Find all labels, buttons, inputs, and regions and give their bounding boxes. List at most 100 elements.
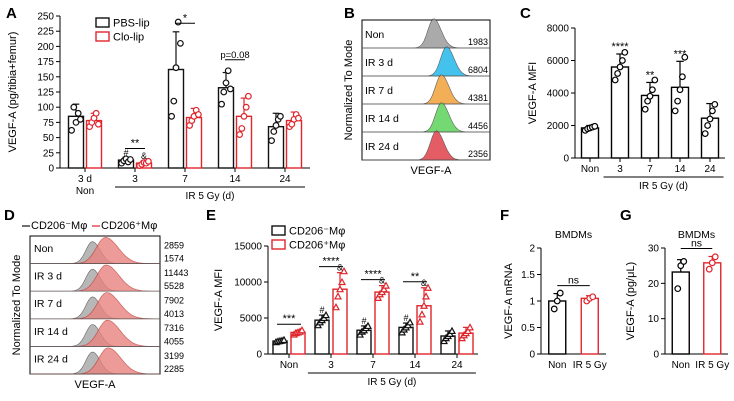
x-tick-label: Non <box>280 360 298 371</box>
data-point <box>74 109 82 117</box>
data-point <box>172 64 180 72</box>
legend-label-pos: CD206⁺Mφ <box>289 240 345 252</box>
row-label: IR 3 d <box>34 271 62 283</box>
data-point <box>674 97 681 105</box>
y-tick-label: 25 <box>43 148 55 159</box>
data-point <box>379 284 389 293</box>
panel-letter: E <box>206 207 216 224</box>
y-tick-label: 0 <box>48 164 54 175</box>
row-value-pos: 7316 <box>164 323 184 333</box>
significance-label: ** <box>131 138 140 150</box>
data-point <box>614 70 621 77</box>
x-tick-label: 14 <box>229 174 241 185</box>
data-point <box>589 293 597 301</box>
y-tick-label: 10000 <box>234 278 262 289</box>
y-tick-label: 2000 <box>547 121 570 132</box>
panel-d: D CD206⁻Mφ CD206⁺Mφ Normalized To Mode VEGF-… <box>4 207 188 391</box>
data-point <box>711 253 719 261</box>
data-point <box>619 57 626 64</box>
data-point <box>331 302 341 311</box>
row-value-pos: 7902 <box>164 296 184 306</box>
y-tick-label: 250 <box>37 12 54 23</box>
legend-label-pos: CD206⁺Mφ <box>101 220 157 232</box>
data-point <box>126 156 134 163</box>
data-point <box>680 258 688 265</box>
data-point <box>681 53 689 61</box>
legend-label-neg: CD206⁻Mφ <box>31 220 87 232</box>
data-point <box>238 125 246 132</box>
data-point <box>72 118 80 126</box>
y-tick-label: 0.5 <box>521 323 535 334</box>
data-point <box>421 292 431 300</box>
mark-amp: & <box>379 276 385 286</box>
data-point <box>447 326 457 335</box>
panel-b: B Normalized To Mode VEGF-A Non 1983 IR 3 d 68… <box>343 5 491 177</box>
data-point <box>405 318 415 326</box>
y-tick-label: 0 <box>256 350 262 361</box>
data-point <box>709 107 716 115</box>
row-value-neg: 1574 <box>164 254 184 264</box>
data-point <box>704 122 711 129</box>
data-point <box>708 259 716 267</box>
data-point <box>68 126 75 134</box>
bar-clo <box>235 115 253 169</box>
x-tick-label: 24 <box>451 360 463 371</box>
significance-label: *** <box>283 313 297 325</box>
row-label: IR 14 d <box>34 326 68 338</box>
bar <box>580 297 599 355</box>
y-tick-label: 0 <box>563 154 569 165</box>
data-point <box>706 115 714 123</box>
data-point <box>279 335 289 344</box>
y-axis-title: Normalized To Mode <box>343 40 355 141</box>
data-point <box>676 86 684 94</box>
row-label: IR 14 d <box>365 113 399 125</box>
data-point <box>671 107 679 115</box>
data-point <box>553 297 561 305</box>
bar-pbs <box>217 87 235 169</box>
x-tick-label: IR 5 Gy <box>695 360 729 371</box>
x-tick-label: 3 <box>617 164 623 175</box>
data-point <box>268 137 276 145</box>
x-tick-label: 14 <box>674 164 686 175</box>
y-tick-label: 175 <box>37 57 54 68</box>
row-value-pos: 3199 <box>164 351 184 361</box>
group-label: IR 5 Gy (d) <box>639 181 688 192</box>
data-point <box>611 76 619 84</box>
mark-hash: # <box>403 313 408 323</box>
data-point <box>176 39 184 47</box>
row-value: 4456 <box>468 121 488 131</box>
data-point <box>701 130 709 138</box>
data-point <box>621 48 629 56</box>
row-value: 6804 <box>468 65 488 75</box>
bar <box>703 262 722 355</box>
row-label: Non <box>34 243 53 255</box>
y-tick-label: 5000 <box>240 314 263 325</box>
bar-pos <box>416 305 432 355</box>
x-tick-label: Non <box>76 186 94 197</box>
significance-label: ** <box>646 69 655 81</box>
data-point <box>711 100 719 108</box>
data-point <box>94 120 102 128</box>
bar-pos <box>374 291 390 355</box>
row-value: 2356 <box>468 149 488 159</box>
panel-letter: D <box>4 207 15 224</box>
x-axis-title: VEGF-A <box>411 165 453 177</box>
data-point <box>240 112 248 120</box>
data-point <box>270 128 278 135</box>
y-tick-label: 150 <box>37 72 54 83</box>
data-point <box>465 323 475 331</box>
data-point <box>242 103 250 111</box>
significance-label: **** <box>364 269 382 281</box>
x-tick-label: Non <box>672 360 690 371</box>
panel-letter: F <box>500 207 509 224</box>
x-tick-label: 24 <box>704 164 716 175</box>
data-point <box>170 97 178 105</box>
data-point <box>337 277 347 286</box>
bar <box>671 271 690 355</box>
data-point <box>363 321 373 330</box>
data-point <box>591 122 599 130</box>
x-tick-label: IR 5 Gy <box>573 360 607 371</box>
y-tick-label: 2 <box>529 244 535 255</box>
y-tick-label: 6000 <box>547 56 570 67</box>
legend-swatch-clo <box>95 31 110 42</box>
